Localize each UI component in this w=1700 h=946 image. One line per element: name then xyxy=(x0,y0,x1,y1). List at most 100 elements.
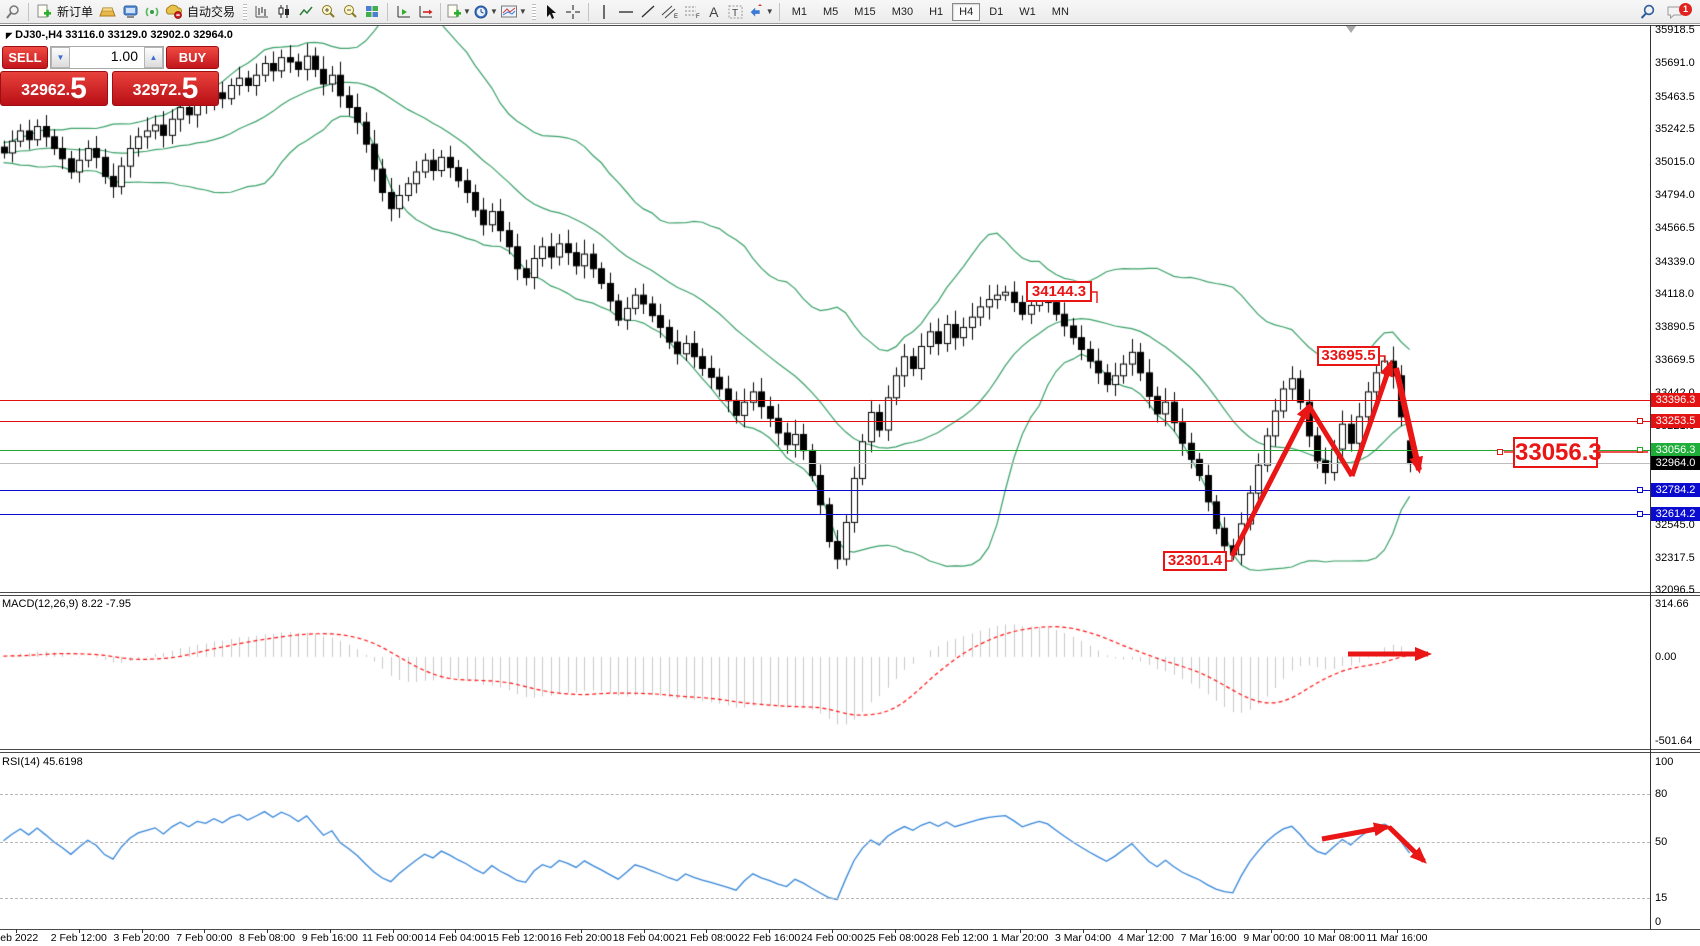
symbol-info-line: ◤ DJ30-,H4 33116.0 33129.0 32902.0 32964.… xyxy=(6,29,233,41)
macd-indicator-label: MACD(12,26,9) 8.22 -7.95 xyxy=(2,598,132,610)
price-tick-label: 34118.0 xyxy=(1655,287,1694,300)
notifications-chat-icon[interactable]: 1 xyxy=(1665,2,1692,22)
price-callout-33695.5[interactable]: 33695.5 xyxy=(1317,346,1380,366)
horizontal-price-line-32964.0[interactable] xyxy=(0,463,1650,465)
time-axis-tick xyxy=(643,929,645,933)
text-tool-icon[interactable]: A xyxy=(709,3,719,20)
price-axis-tag-32784.2: 32784.2 xyxy=(1651,482,1700,497)
main-toolbar: 新订单 自动交易 xyxy=(0,0,1700,24)
horizontal-price-line-33253.5[interactable] xyxy=(0,420,1650,422)
cursor-icon[interactable] xyxy=(541,2,561,22)
callout-handle[interactable] xyxy=(1497,449,1503,455)
new-order-button[interactable]: 新订单 xyxy=(57,5,94,19)
periods-clock-icon[interactable]: ▼ xyxy=(473,2,498,22)
rsi-level-line-80 xyxy=(0,794,1650,795)
time-axis-tick xyxy=(580,929,582,933)
volume-input[interactable]: 1.00 xyxy=(110,48,138,64)
indicators-icon[interactable]: ▼ xyxy=(446,2,471,22)
price-tick-label: 33890.5 xyxy=(1655,321,1695,334)
horizontal-price-line-33056.3[interactable] xyxy=(0,449,1650,451)
templates-icon[interactable]: ▼ xyxy=(500,2,527,22)
text-label-tool-icon[interactable]: T xyxy=(726,2,746,22)
fibonacci-tool-icon[interactable]: F xyxy=(682,2,702,22)
timeframe-button-D1[interactable]: D1 xyxy=(989,5,1004,18)
magnifier-icon[interactable] xyxy=(3,2,23,22)
price-axis-tag-33253.5: 33253.5 xyxy=(1651,413,1700,428)
vertical-line-tool-icon[interactable] xyxy=(594,2,614,22)
buy-button[interactable]: BUY xyxy=(166,46,219,69)
time-axis-tick xyxy=(894,929,896,933)
time-axis-label: 7 Feb 00:00 xyxy=(176,932,233,944)
time-axis-label: 11 Feb 00:00 xyxy=(362,932,424,944)
line-chart-type-icon[interactable] xyxy=(296,2,316,22)
price-tick-label: 33669.5 xyxy=(1655,353,1695,366)
chart-shift-icon[interactable] xyxy=(415,2,435,22)
new-order-icon[interactable] xyxy=(34,2,54,22)
zoom-in-icon[interactable] xyxy=(318,2,338,22)
time-axis-label: 15 Feb 12:00 xyxy=(487,932,550,944)
time-axis-tick xyxy=(1145,929,1147,933)
auto-trading-icon[interactable] xyxy=(164,2,184,22)
price-callout-34144.3[interactable]: 34144.3 xyxy=(1026,281,1092,302)
horizontal-price-line-32784.2[interactable] xyxy=(0,489,1650,491)
price-tick-label: 32545.0 xyxy=(1655,518,1695,531)
time-axis-label: 9 Mar 00:00 xyxy=(1243,932,1300,944)
time-axis-tick xyxy=(1208,929,1210,933)
time-axis-label: 16 Feb 20:00 xyxy=(549,932,612,944)
signal-broadcast-icon[interactable] xyxy=(142,2,162,22)
horizontal-line-tool-icon[interactable] xyxy=(616,2,636,22)
chart-scroll-marker-icon[interactable] xyxy=(1346,26,1356,33)
price-tick-label: 34339.0 xyxy=(1655,255,1695,268)
bar-chart-type-icon[interactable] xyxy=(252,2,272,22)
price-tick-label: 32317.5 xyxy=(1655,551,1695,564)
time-axis-tick xyxy=(392,929,394,933)
gold-bar-icon[interactable] xyxy=(98,2,118,22)
horizontal-price-line-33396.3[interactable] xyxy=(0,399,1650,401)
sell-price-dot: . xyxy=(65,82,71,99)
shapes-arrows-tool-icon[interactable]: ▼ xyxy=(748,2,774,22)
symbol-marker-icon: ◤ xyxy=(6,31,13,40)
macd-panel-divider[interactable] xyxy=(0,592,1700,593)
volume-decrease-button[interactable]: ▼ xyxy=(51,47,70,68)
toolbar-grip xyxy=(531,3,536,20)
time-axis-tick xyxy=(1334,929,1336,933)
timeframe-button-H4[interactable]: H4 xyxy=(952,2,981,21)
equidistant-channel-tool-icon[interactable]: E xyxy=(660,2,680,22)
timeframe-button-H1[interactable]: H1 xyxy=(929,5,944,18)
rsi-panel-divider[interactable] xyxy=(0,749,1700,750)
crosshair-icon[interactable] xyxy=(563,2,583,22)
price-callout-32301.4[interactable]: 32301.4 xyxy=(1163,551,1227,571)
line-handle[interactable] xyxy=(1637,486,1643,493)
horizontal-price-line-32614.2[interactable] xyxy=(0,514,1650,516)
buy-price-panel[interactable]: 32972. 5 xyxy=(112,71,219,106)
auto-scroll-icon[interactable] xyxy=(393,2,413,22)
timeframe-button-M30[interactable]: M30 xyxy=(891,5,914,18)
tile-windows-icon[interactable] xyxy=(362,2,382,22)
timeframe-button-M15[interactable]: M15 xyxy=(854,5,876,18)
timeframe-button-W1[interactable]: W1 xyxy=(1019,5,1036,18)
rsi-tick-label: 100 xyxy=(1655,756,1674,768)
price-callout-33056.3[interactable]: 33056.3 xyxy=(1513,437,1602,468)
timeframe-button-M1[interactable]: M1 xyxy=(791,5,807,18)
mql-community-icon[interactable] xyxy=(120,2,140,22)
trendline-tool-icon[interactable] xyxy=(638,2,658,22)
svg-text:T: T xyxy=(732,8,738,19)
timeframe-button-M5[interactable]: M5 xyxy=(823,5,839,18)
volume-increase-button[interactable]: ▲ xyxy=(144,47,163,68)
sell-button[interactable]: SELL xyxy=(2,46,48,69)
line-handle[interactable] xyxy=(1637,417,1643,424)
auto-trading-button[interactable]: 自动交易 xyxy=(187,5,236,19)
price-tick-label: 35015.0 xyxy=(1655,156,1695,169)
candlestick-type-icon[interactable] xyxy=(274,2,294,22)
macd-tick-label: 0.00 xyxy=(1655,651,1677,663)
zoom-out-icon[interactable] xyxy=(340,2,360,22)
toolbar-separator xyxy=(387,2,389,21)
search-icon[interactable] xyxy=(1638,2,1658,22)
sell-price-panel[interactable]: 32962. 5 xyxy=(0,71,108,106)
timeframe-button-MN[interactable]: MN xyxy=(1051,5,1069,18)
line-handle[interactable] xyxy=(1637,446,1643,453)
line-handle[interactable] xyxy=(1637,511,1643,518)
time-axis-label: 10 Mar 08:00 xyxy=(1303,932,1366,944)
time-axis-label: Feb 2022 xyxy=(0,932,39,944)
